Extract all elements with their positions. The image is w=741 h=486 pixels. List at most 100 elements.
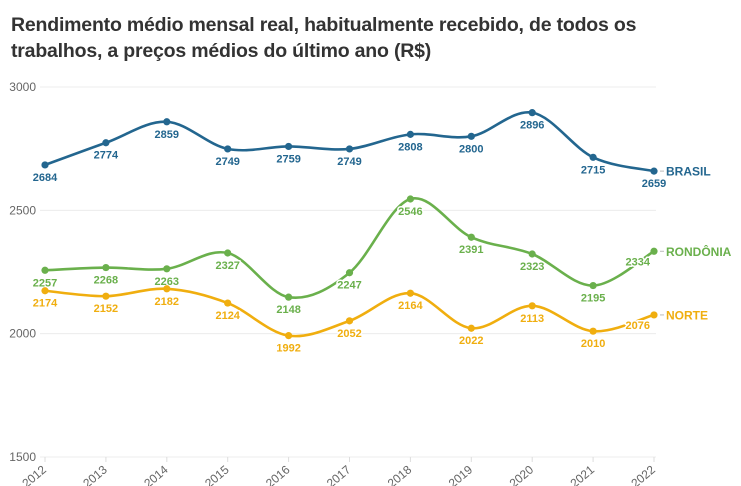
data-label-halo: 2749: [337, 156, 361, 168]
data-point[interactable]: [650, 311, 658, 319]
data-label-halo: 2684: [33, 172, 58, 184]
data-point[interactable]: [163, 118, 171, 126]
data-label: 2052: [337, 328, 361, 340]
data-label: 2749: [337, 156, 361, 168]
x-tick-label: 2019: [446, 462, 476, 486]
data-point[interactable]: [528, 109, 536, 117]
data-label: 2774: [94, 150, 119, 162]
data-label-halo: 2174: [33, 298, 58, 310]
data-point[interactable]: [224, 249, 232, 257]
data-label: 2263: [155, 276, 179, 288]
data-label-halo: 2659: [642, 178, 666, 190]
data-point[interactable]: [224, 299, 232, 307]
data-label-halo: 2268: [94, 275, 118, 287]
data-label-halo: 2774: [94, 150, 119, 162]
data-label: 2247: [337, 280, 361, 292]
data-point[interactable]: [406, 289, 414, 297]
x-tick-label: 2016: [263, 462, 293, 486]
data-point[interactable]: [41, 287, 49, 295]
data-point[interactable]: [650, 167, 658, 175]
data-point[interactable]: [285, 293, 293, 301]
data-point[interactable]: [102, 292, 110, 300]
data-label: 1992: [276, 343, 300, 355]
data-label-halo: 2182: [155, 296, 179, 308]
data-label-halo: 2076: [626, 320, 650, 332]
data-label-halo: 2257: [33, 277, 57, 289]
data-point[interactable]: [102, 263, 110, 272]
data-point[interactable]: [345, 269, 354, 277]
data-point[interactable]: [528, 302, 536, 310]
data-point[interactable]: [406, 130, 414, 138]
data-point[interactable]: [163, 285, 171, 293]
data-label: 2684: [33, 172, 58, 184]
data-label-halo: 2715: [581, 164, 605, 176]
chart-title: Rendimento médio mensal real, habitualme…: [11, 14, 637, 62]
data-point[interactable]: [589, 153, 597, 161]
data-label: 2257: [33, 277, 57, 289]
data-point[interactable]: [285, 142, 293, 151]
data-label: 2659: [642, 178, 666, 190]
data-point[interactable]: [285, 332, 293, 340]
data-point[interactable]: [224, 145, 232, 153]
data-label-halo: 2334: [626, 256, 651, 268]
series-label-rondnia: RONDÔNIA: [666, 244, 732, 259]
x-tick-label: 2015: [202, 462, 232, 486]
data-label-halo: 2164: [398, 300, 423, 312]
data-point[interactable]: [345, 317, 354, 325]
data-point[interactable]: [41, 161, 49, 169]
data-point[interactable]: [528, 250, 536, 258]
x-tick-label: 2012: [19, 462, 49, 486]
data-point[interactable]: [345, 145, 354, 153]
data-label-halo: 2896: [520, 120, 544, 132]
data-label: 2334: [626, 256, 651, 268]
data-point[interactable]: [467, 233, 475, 241]
y-tick-label: 3000: [9, 80, 36, 94]
data-point[interactable]: [650, 247, 658, 255]
data-label: 2715: [581, 164, 605, 176]
data-point[interactable]: [41, 266, 49, 274]
data-label: 2546: [398, 206, 422, 218]
y-axis: 3000 2500 2000 1500: [9, 80, 36, 464]
data-label-halo: 2800: [459, 143, 483, 155]
data-label-halo: 2759: [276, 153, 300, 165]
x-axis: 2012 2013 2014 2015 2016 2017 2018 2019 2020 2021…: [19, 457, 658, 486]
data-point[interactable]: [589, 327, 597, 335]
data-point[interactable]: [163, 265, 171, 273]
data-label: 2124: [215, 310, 240, 322]
data-point[interactable]: [589, 281, 597, 290]
x-tick-label: 2018: [385, 462, 415, 486]
data-label: 2164: [398, 300, 423, 312]
data-label-halo: 2391: [459, 244, 483, 256]
x-tick-label: 2017: [324, 462, 354, 486]
data-label-halo: 2859: [155, 129, 179, 141]
data-point[interactable]: [467, 324, 475, 332]
data-point[interactable]: [467, 132, 475, 140]
data-point[interactable]: [406, 195, 414, 203]
data-label: 2148: [276, 304, 300, 316]
gridlines: [40, 86, 656, 458]
data-label-halo: 2152: [94, 303, 118, 315]
data-label: 2113: [520, 313, 544, 325]
data-label-halo: 2010: [581, 338, 605, 350]
data-label: 2076: [626, 320, 650, 332]
data-label-halo: 2546: [398, 206, 422, 218]
data-label: 2323: [520, 261, 544, 273]
data-label: 2391: [459, 244, 483, 256]
y-tick-label: 2000: [9, 327, 36, 341]
data-label-halo: 2022: [459, 335, 483, 347]
data-label: 2759: [276, 153, 300, 165]
data-label: 2800: [459, 143, 483, 155]
data-label: 2327: [215, 260, 239, 272]
series-label-brasil: BRASIL: [666, 165, 711, 179]
data-label-halo: 2052: [337, 328, 361, 340]
x-tick-label: 2020: [507, 462, 537, 486]
data-label: 2152: [94, 303, 118, 315]
data-label: 2195: [581, 293, 605, 305]
data-point[interactable]: [102, 139, 110, 147]
data-label-halo: 2124: [215, 310, 240, 322]
data-label-halo: 2195: [581, 293, 605, 305]
